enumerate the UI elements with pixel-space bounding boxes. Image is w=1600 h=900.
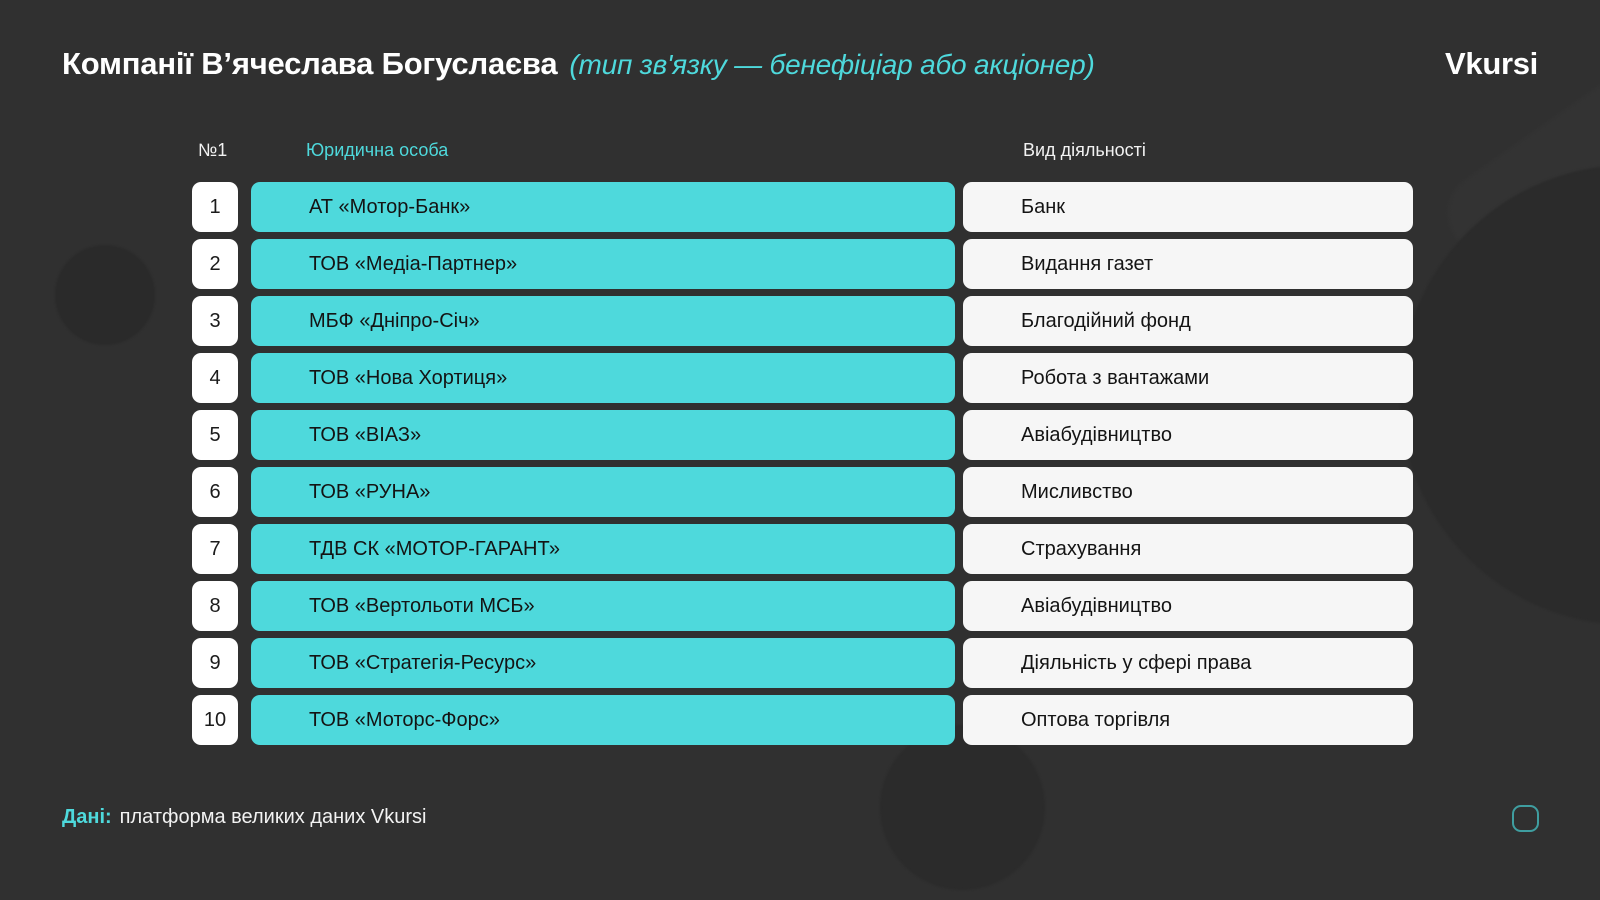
corner-square-icon: [1512, 805, 1539, 832]
activity-name: Авіабудівництво: [1021, 423, 1172, 446]
entity-name: ТОВ «Вертольоти МСБ»: [309, 594, 535, 617]
activity-card[interactable]: Благодійний фонд: [963, 296, 1413, 346]
activity-card[interactable]: Мисливство: [963, 467, 1413, 517]
entity-bar[interactable]: МБФ «Дніпро-Січ»: [251, 296, 955, 346]
row-number-badge: 8: [192, 581, 238, 631]
activity-card[interactable]: Авіабудівництво: [963, 581, 1413, 631]
entity-bar[interactable]: АТ «Мотор-Банк»: [251, 182, 955, 232]
entity-name: ТОВ «Стратегія-Ресурс»: [309, 651, 537, 674]
source-note-value: платформа великих даних Vkursi: [119, 806, 427, 828]
activity-name: Оптова торгівля: [1021, 708, 1171, 731]
entity-name: АТ «Мотор-Банк»: [309, 195, 471, 218]
entity-bar[interactable]: ТОВ «Стратегія-Ресурс»: [251, 638, 955, 688]
page-title-main: Компанії В’ячеслава Богуслаєва: [62, 46, 558, 81]
entity-name: МБФ «Дніпро-Січ»: [309, 309, 480, 332]
row-number-badge: 10: [192, 695, 238, 745]
entity-bar[interactable]: ТДВ СК «МОТОР-ГАРАНТ»: [251, 524, 955, 574]
activity-name: Авіабудівництво: [1021, 594, 1172, 617]
activity-card[interactable]: Видання газет: [963, 239, 1413, 289]
activity-name: Робота з вантажами: [1021, 366, 1210, 389]
row-number-badge: 4: [192, 353, 238, 403]
row-number-badge: 1: [192, 182, 238, 232]
slide-header: Компанії В’ячеслава Богуслаєва (тип зв'я…: [62, 46, 1538, 82]
page-title-subtitle: (тип зв'язку — бенефіціар або акціонер): [569, 49, 1095, 80]
table-row: 4 ТОВ «Нова Хортиця» Робота з вантажами: [0, 353, 1600, 403]
table-row: 2 ТОВ «Медіа-Партнер» Видання газет: [0, 239, 1600, 289]
activity-name: Благодійний фонд: [1021, 309, 1191, 332]
entity-name: ТОВ «Моторс-Форс»: [309, 708, 500, 731]
companies-table: 1 АТ «Мотор-Банк» Банк 2 ТОВ «Медіа-Партнер»…: [0, 182, 1600, 752]
table-row: 1 АТ «Мотор-Банк» Банк: [0, 182, 1600, 232]
entity-bar[interactable]: ТОВ «Нова Хортиця»: [251, 353, 955, 403]
activity-name: Банк: [1021, 195, 1066, 218]
table-row: 5 ТОВ «ВІАЗ» Авіабудівництво: [0, 410, 1600, 460]
entity-name: ТОВ «РУНА»: [309, 480, 431, 503]
activity-name: Мисливство: [1021, 480, 1133, 503]
column-headers: №1 Юридична особа Вид діяльності: [0, 140, 1600, 166]
table-row: 9 ТОВ «Стратегія-Ресурс» Діяльність у сфер…: [0, 638, 1600, 688]
entity-name: ТОВ «Медіа-Партнер»: [309, 252, 518, 275]
page-title: Компанії В’ячеслава Богуслаєва (тип зв'я…: [62, 46, 1095, 82]
source-note: Дані: платформа великих даних Vkursi: [62, 806, 426, 829]
entity-name: ТОВ «Нова Хортиця»: [309, 366, 508, 389]
column-header-activity: Вид діяльності: [1023, 140, 1146, 160]
table-row: 7 ТДВ СК «МОТОР-ГАРАНТ» Страхування: [0, 524, 1600, 574]
row-number-badge: 6: [192, 467, 238, 517]
source-note-label: Дані:: [62, 806, 112, 828]
activity-card[interactable]: Авіабудівництво: [963, 410, 1413, 460]
entity-bar[interactable]: ТОВ «Медіа-Партнер»: [251, 239, 955, 289]
activity-name: Страхування: [1021, 537, 1142, 560]
activity-card[interactable]: Страхування: [963, 524, 1413, 574]
activity-card[interactable]: Оптова торгівля: [963, 695, 1413, 745]
entity-bar[interactable]: ТОВ «Моторс-Форс»: [251, 695, 955, 745]
row-number-badge: 7: [192, 524, 238, 574]
table-row: 10 ТОВ «Моторс-Форс» Оптова торгівля: [0, 695, 1600, 745]
table-row: 8 ТОВ «Вертольоти МСБ» Авіабудівництво: [0, 581, 1600, 631]
entity-name: ТОВ «ВІАЗ»: [309, 423, 422, 446]
activity-card[interactable]: Банк: [963, 182, 1413, 232]
table-row: 6 ТОВ «РУНА» Мисливство: [0, 467, 1600, 517]
activity-card[interactable]: Діяльність у сфері права: [963, 638, 1413, 688]
row-number-badge: 5: [192, 410, 238, 460]
row-number-badge: 9: [192, 638, 238, 688]
row-number-badge: 2: [192, 239, 238, 289]
entity-bar[interactable]: ТОВ «ВІАЗ»: [251, 410, 955, 460]
activity-name: Діяльність у сфері права: [1021, 651, 1252, 674]
entity-bar[interactable]: ТОВ «Вертольоти МСБ»: [251, 581, 955, 631]
activity-name: Видання газет: [1021, 252, 1154, 275]
activity-card[interactable]: Робота з вантажами: [963, 353, 1413, 403]
vkursi-logo: Vkursi: [1445, 46, 1538, 81]
row-number-badge: 3: [192, 296, 238, 346]
column-header-entity: Юридична особа: [306, 140, 449, 160]
column-header-number: №1: [198, 140, 228, 160]
table-row: 3 МБФ «Дніпро-Січ» Благодійний фонд: [0, 296, 1600, 346]
entity-name: ТДВ СК «МОТОР-ГАРАНТ»: [309, 537, 560, 560]
entity-bar[interactable]: ТОВ «РУНА»: [251, 467, 955, 517]
